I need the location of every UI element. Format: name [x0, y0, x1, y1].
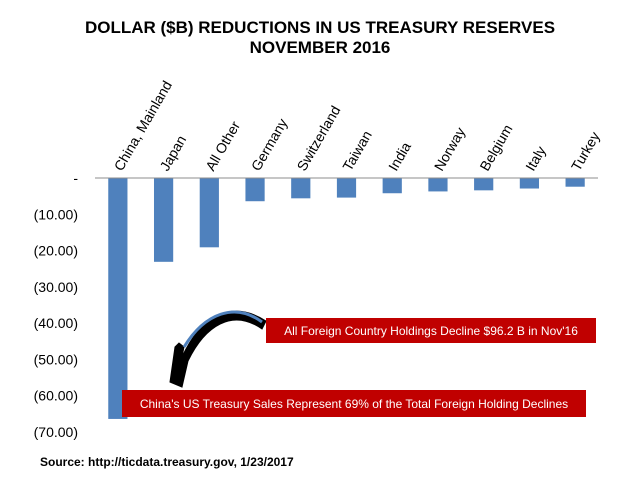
y-tick-label: (20.00): [34, 243, 78, 259]
bar: [291, 178, 311, 199]
source-note: Source: http://ticdata.treasury.gov, 1/2…: [40, 455, 294, 469]
y-tick-label: -: [73, 170, 78, 186]
bar: [565, 178, 585, 187]
chart-title-line-1: DOLLAR ($B) REDUCTIONS IN US TREASURY RE…: [85, 18, 555, 37]
bar: [382, 178, 402, 194]
bar: [428, 178, 448, 192]
bar: [519, 178, 540, 189]
bar: [474, 178, 494, 191]
y-tick-label: (30.00): [34, 279, 78, 295]
chart-title-line-2: NOVEMBER 2016: [250, 38, 391, 57]
annotation-arrow-highlight: [182, 310, 263, 348]
y-tick-label: (10.00): [34, 206, 78, 222]
annotation-box-total-decline: [266, 318, 596, 343]
y-axis-tick-labels: - (10.00) (20.00) (30.00) (40.00) (50.00) (60.…: [34, 170, 79, 440]
bar: [336, 178, 357, 198]
annotation-china-share: China's US Treasury Sales Represent 69% …: [140, 397, 568, 411]
annotation-total-decline: All Foreign Country Holdings Decline $96…: [284, 324, 578, 338]
y-tick-label: (50.00): [34, 351, 78, 367]
y-tick-label: (40.00): [34, 315, 78, 331]
bars: [108, 178, 585, 419]
bar: [199, 178, 219, 248]
y-tick-label: (60.00): [34, 388, 78, 404]
bar: [108, 178, 128, 419]
bar: [245, 178, 265, 202]
annotation-box-china-share: [122, 390, 586, 417]
bar: [153, 178, 174, 262]
y-tick-label: (70.00): [34, 424, 78, 440]
